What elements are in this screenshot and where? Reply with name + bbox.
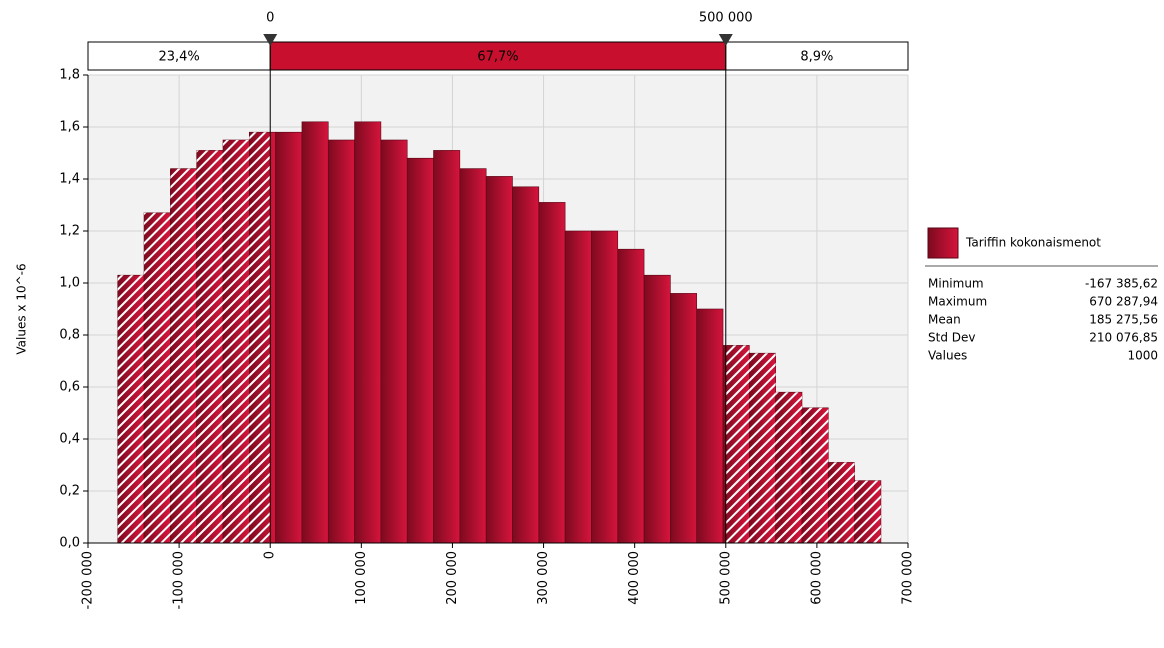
- x-tick-label: -200 000: [81, 551, 96, 609]
- bar: [696, 308, 724, 544]
- y-tick-label: 1,8: [59, 68, 80, 83]
- x-tick-label: 600 000: [809, 551, 824, 605]
- x-tick-label: 0: [263, 551, 278, 559]
- bar-hatch: [144, 212, 171, 543]
- band: [725, 41, 909, 71]
- y-tick-label: 1,6: [59, 120, 80, 135]
- stat-value: 185 275,56: [1089, 313, 1158, 327]
- x-tick-label: 500 000: [718, 551, 733, 605]
- bar-hatch: [222, 140, 250, 543]
- y-axis-label: Values x 10^-6: [15, 263, 29, 354]
- stat-name: Std Dev: [928, 331, 975, 345]
- x-tick-label: 400 000: [627, 551, 642, 605]
- y-tick-label: 0,6: [59, 380, 80, 395]
- bar: [327, 139, 355, 544]
- bar-hatch: [170, 168, 197, 543]
- stat-name: Values: [928, 349, 967, 363]
- legend-label: Tariffin kokonaismenot: [965, 236, 1101, 250]
- bar: [459, 168, 487, 544]
- marker-label: 500 000: [699, 11, 753, 26]
- bar: [617, 248, 645, 544]
- x-tick-label: 700 000: [901, 551, 916, 605]
- bar: [354, 121, 382, 544]
- bar: [275, 131, 303, 544]
- band-label: 23,4%: [158, 50, 199, 65]
- bar: [564, 230, 592, 544]
- stat-value: 210 076,85: [1089, 331, 1158, 345]
- band-label: 67,7%: [477, 50, 518, 65]
- stat-name: Minimum: [928, 277, 984, 291]
- stat-value: -167 385,62: [1085, 277, 1158, 291]
- bar-hatch: [723, 345, 750, 543]
- y-tick-label: 1,0: [59, 276, 80, 291]
- marker-label: 0: [266, 11, 274, 26]
- bar-hatch: [854, 480, 881, 543]
- x-tick-label: 300 000: [536, 551, 551, 605]
- bar: [301, 121, 329, 544]
- bar-hatch: [196, 150, 223, 543]
- y-tick-label: 1,4: [59, 172, 80, 187]
- stat-value: 670 287,94: [1089, 295, 1158, 309]
- stat-value: 1000: [1127, 349, 1158, 363]
- bar: [380, 139, 408, 544]
- bar-hatch: [775, 392, 802, 543]
- marker-handle: [263, 34, 278, 46]
- x-tick-label: -100 000: [172, 551, 187, 609]
- bar-hatch: [117, 275, 145, 543]
- bar-hatch: [749, 353, 776, 543]
- bar-hatch: [828, 462, 855, 543]
- y-tick-label: 0,8: [59, 328, 80, 343]
- y-tick-label: 0,4: [59, 432, 80, 447]
- band-label: 8,9%: [800, 50, 833, 65]
- bar-hatch: [801, 407, 829, 543]
- stat-name: Maximum: [928, 295, 987, 309]
- bar: [643, 274, 671, 544]
- y-tick-label: 1,2: [59, 224, 80, 239]
- x-tick-label: 200 000: [445, 551, 460, 605]
- y-tick-label: 0,0: [59, 536, 80, 551]
- stat-name: Mean: [928, 313, 961, 327]
- bar: [591, 230, 619, 544]
- bar: [485, 176, 513, 544]
- bar: [406, 157, 434, 544]
- bar: [670, 293, 698, 544]
- legend-swatch: [927, 227, 959, 259]
- marker-handle: [718, 34, 733, 46]
- bar: [538, 202, 566, 544]
- bar: [512, 186, 540, 544]
- x-tick-label: 100 000: [354, 551, 369, 605]
- bar: [433, 150, 461, 544]
- y-tick-label: 0,2: [59, 484, 80, 499]
